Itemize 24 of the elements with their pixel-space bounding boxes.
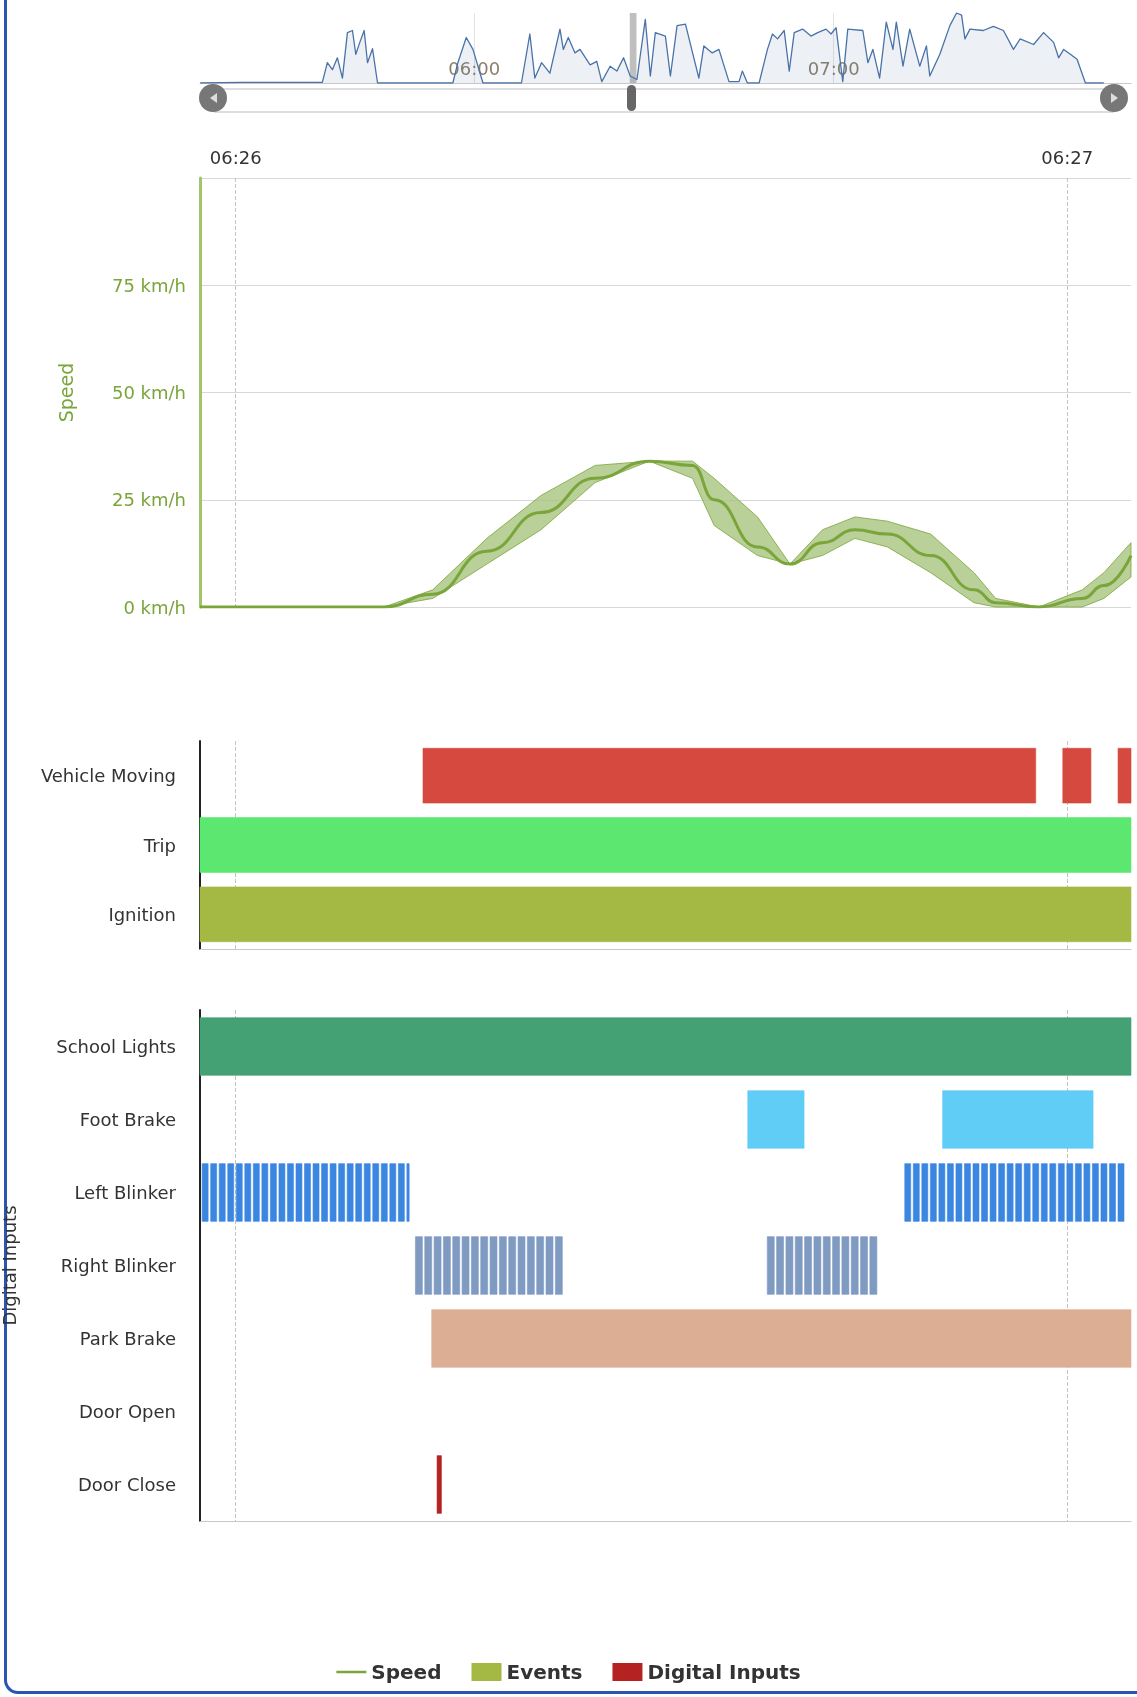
y-tick-label: Ignition xyxy=(108,903,176,925)
y-tick-label: 50 km/h xyxy=(111,382,186,403)
bar xyxy=(431,1309,1132,1368)
bar xyxy=(199,1017,1132,1076)
y-axis-title: Digital Inputs xyxy=(0,1205,20,1326)
legend-label: Digital Inputs xyxy=(647,1660,801,1684)
y-tick-label: Left Blinker xyxy=(74,1182,177,1203)
y-tick-label: School Lights xyxy=(56,1036,176,1057)
legend-label: Events xyxy=(506,1660,583,1684)
y-tick-label: Park Brake xyxy=(79,1328,176,1349)
y-tick-label: Trip xyxy=(142,834,176,856)
y-tick-label: Door Close xyxy=(77,1474,176,1495)
x-tick-label: 06:27 xyxy=(1041,146,1094,168)
y-tick-label: Door Open xyxy=(78,1401,176,1422)
y-tick-label: 0 km/h xyxy=(123,596,186,618)
y-tick-label: 75 km/h xyxy=(111,274,186,296)
y-tick-label: Foot Brake xyxy=(79,1109,176,1130)
x-tick-label: 06:26 xyxy=(209,146,262,168)
legend-label: Speed xyxy=(371,1660,442,1684)
bar xyxy=(436,1455,442,1514)
y-axis-title: Speed xyxy=(54,362,77,423)
y-tick-label: 25 km/h xyxy=(111,489,186,511)
y-tick-label: Right Blinker xyxy=(60,1255,177,1276)
y-tick-label: Vehicle Moving xyxy=(40,765,176,787)
